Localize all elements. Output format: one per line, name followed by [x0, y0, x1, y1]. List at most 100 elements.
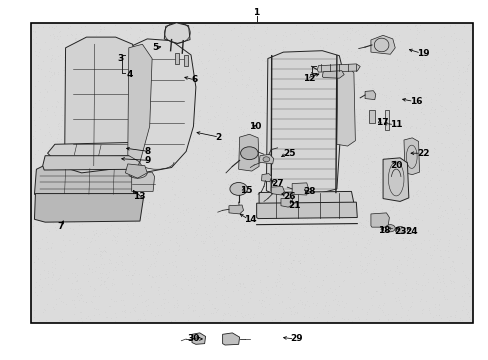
Point — [384, 154, 391, 160]
Point — [400, 98, 408, 104]
Point — [62, 203, 70, 209]
Point — [147, 22, 155, 28]
Point — [231, 167, 239, 173]
Point — [127, 280, 135, 286]
Point — [228, 220, 236, 225]
Point — [198, 137, 205, 143]
Point — [165, 309, 173, 315]
Point — [70, 204, 78, 210]
Point — [328, 90, 336, 96]
Point — [442, 106, 449, 112]
Point — [172, 263, 180, 269]
Point — [393, 294, 401, 300]
Point — [129, 270, 137, 276]
Point — [85, 188, 93, 194]
Point — [210, 219, 218, 225]
Point — [221, 131, 229, 137]
Point — [46, 45, 54, 51]
Point — [132, 161, 140, 166]
Point — [181, 97, 189, 103]
Point — [364, 183, 372, 189]
Point — [137, 255, 145, 260]
Point — [340, 155, 347, 161]
Point — [177, 95, 184, 101]
Point — [173, 161, 181, 167]
Point — [259, 143, 266, 149]
Point — [272, 239, 280, 245]
Point — [414, 156, 422, 161]
Point — [384, 211, 391, 217]
Point — [144, 71, 152, 76]
Point — [400, 67, 408, 73]
Point — [320, 303, 328, 309]
Point — [388, 229, 396, 234]
Point — [68, 140, 76, 145]
Point — [136, 147, 143, 153]
Point — [265, 140, 273, 146]
Point — [272, 276, 280, 282]
Point — [90, 232, 98, 238]
Point — [134, 293, 142, 299]
Point — [216, 102, 224, 107]
Point — [401, 171, 409, 177]
Point — [366, 40, 374, 45]
Point — [111, 264, 119, 269]
Point — [205, 230, 213, 236]
Point — [426, 231, 433, 237]
Point — [391, 287, 399, 293]
Point — [96, 252, 104, 257]
Point — [275, 91, 283, 97]
Point — [162, 46, 169, 52]
Point — [337, 109, 345, 114]
Point — [46, 32, 54, 38]
Point — [460, 110, 468, 116]
Point — [181, 114, 189, 120]
Point — [343, 28, 350, 33]
Point — [344, 182, 351, 188]
Point — [400, 73, 408, 78]
Point — [289, 167, 297, 173]
Point — [238, 216, 246, 222]
Point — [75, 297, 83, 303]
Point — [387, 194, 395, 200]
Point — [116, 89, 123, 94]
Point — [403, 254, 410, 260]
Point — [142, 184, 149, 190]
Point — [177, 70, 185, 76]
Point — [221, 287, 228, 292]
Point — [405, 213, 413, 219]
Point — [308, 165, 316, 171]
Point — [362, 311, 370, 317]
Point — [105, 228, 113, 233]
Point — [450, 165, 458, 170]
Point — [463, 148, 470, 154]
Point — [109, 276, 117, 282]
Point — [37, 219, 45, 224]
Point — [372, 288, 380, 293]
Point — [393, 123, 401, 129]
Point — [357, 127, 365, 133]
Point — [55, 317, 62, 323]
Point — [72, 71, 80, 76]
Point — [66, 116, 74, 122]
Point — [346, 116, 354, 122]
Point — [224, 69, 232, 75]
Point — [233, 52, 241, 58]
Point — [101, 155, 109, 161]
Point — [86, 238, 94, 243]
Point — [225, 183, 233, 188]
Point — [358, 88, 366, 94]
Point — [379, 84, 386, 90]
Point — [344, 269, 352, 275]
Point — [126, 31, 134, 37]
Point — [276, 263, 284, 269]
Point — [359, 107, 367, 112]
Point — [46, 131, 54, 137]
Point — [147, 60, 155, 66]
Point — [149, 24, 157, 30]
Point — [317, 229, 325, 235]
Point — [239, 49, 247, 55]
Point — [394, 32, 402, 38]
Point — [280, 126, 287, 132]
Point — [269, 256, 277, 262]
